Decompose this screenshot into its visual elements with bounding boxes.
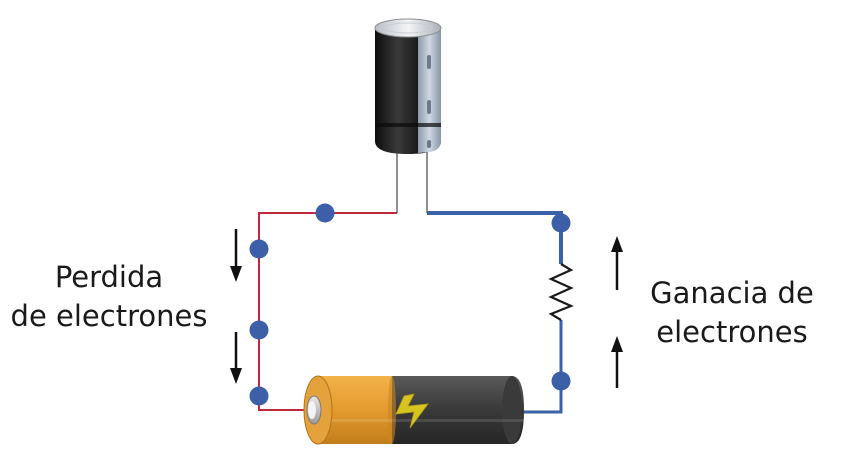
electron bbox=[249, 386, 269, 406]
electron bbox=[249, 239, 269, 259]
electron-loss-label: Perdida de electrones bbox=[0, 258, 218, 336]
electron-gain-label: Ganacia de electrones bbox=[642, 274, 822, 352]
electron-gain-label-line2: electrones bbox=[656, 315, 808, 349]
capacitor-leads bbox=[396, 150, 428, 213]
battery-icon bbox=[303, 375, 524, 445]
lightning-bolt-icon bbox=[395, 393, 429, 429]
up-arrow-icon bbox=[611, 336, 623, 388]
electron bbox=[551, 371, 571, 391]
capacitor-icon bbox=[374, 18, 442, 154]
electron bbox=[315, 203, 335, 223]
electron-gain-label-line1: Ganacia de bbox=[650, 276, 814, 310]
electron bbox=[551, 213, 571, 233]
up-arrow-icon bbox=[611, 236, 623, 290]
electron-loss-label-line2: de electrones bbox=[10, 299, 208, 333]
down-arrow-icon bbox=[230, 229, 242, 282]
electron bbox=[249, 320, 269, 340]
electron-loss-label-line1: Perdida bbox=[54, 260, 164, 294]
down-arrow-icon bbox=[230, 332, 242, 384]
electrons bbox=[249, 203, 571, 406]
resistor-icon bbox=[548, 228, 574, 321]
